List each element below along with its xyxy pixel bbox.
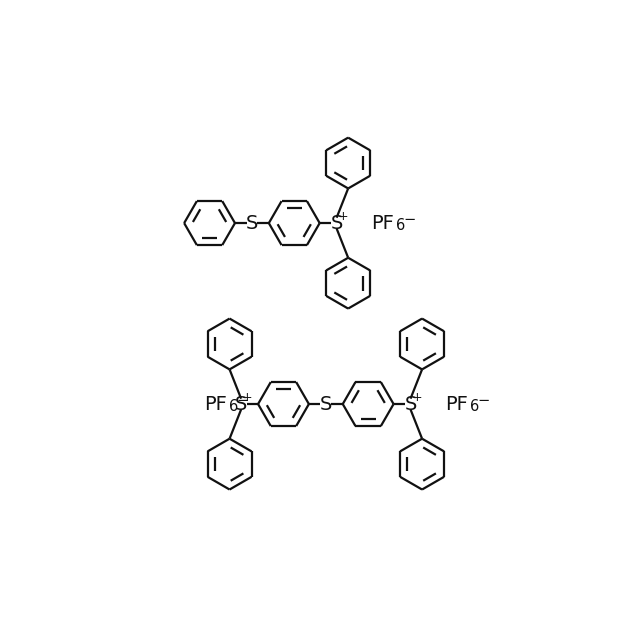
Text: S: S	[404, 394, 417, 413]
Text: −: −	[478, 393, 490, 408]
Text: S: S	[235, 394, 247, 413]
Text: S: S	[246, 214, 258, 232]
Text: PF: PF	[445, 394, 468, 413]
Text: +: +	[337, 211, 348, 223]
Text: +: +	[411, 392, 422, 404]
Text: −: −	[236, 393, 249, 408]
Text: S: S	[330, 214, 343, 232]
Text: S: S	[319, 394, 332, 413]
Text: 6: 6	[470, 399, 479, 414]
Text: PF: PF	[204, 394, 227, 413]
Text: +: +	[242, 392, 253, 404]
Text: PF: PF	[371, 214, 394, 232]
Text: 6: 6	[396, 218, 405, 234]
Text: 6: 6	[229, 399, 238, 414]
Text: −: −	[404, 212, 416, 227]
